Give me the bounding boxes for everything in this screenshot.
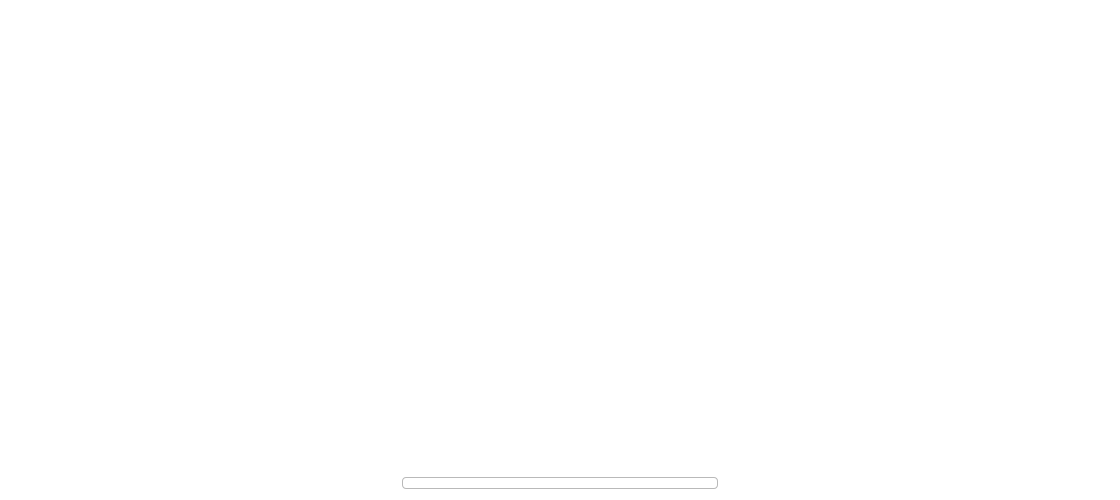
chart-legend [402, 477, 718, 489]
temperature-chart [0, 0, 1120, 475]
